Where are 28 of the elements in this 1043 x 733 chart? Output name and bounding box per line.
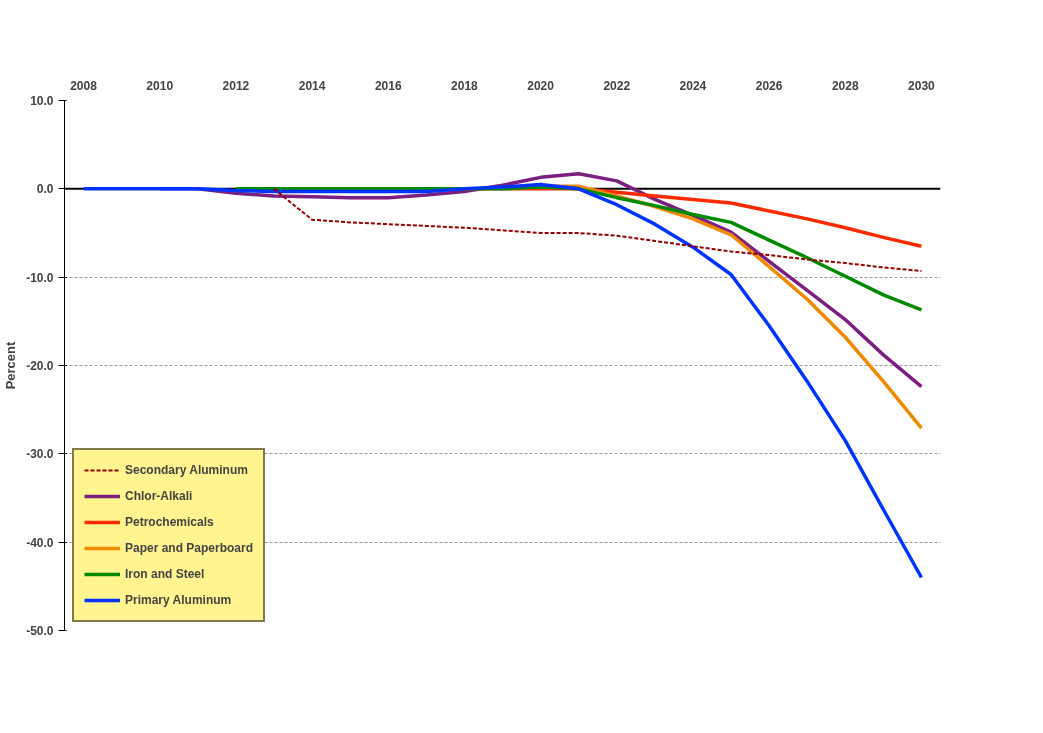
y-tick-label: -20.0 [26,359,54,373]
x-tick-label: 2014 [298,78,326,93]
legend-label: Primary Aluminum [125,593,232,607]
y-tick-label: -10.0 [26,270,54,285]
legend-label: Petrochemicals [125,515,214,529]
y-tick-label: 0.0 [36,182,54,197]
legend-label: Secondary Aluminum [125,463,248,477]
y-tick-label: -40.0 [26,535,54,550]
x-tick-label: 2028 [831,78,859,93]
x-tick-label: 2018 [451,78,479,93]
x-tick-label: 2020 [527,78,555,93]
x-tick-label: 2026 [755,78,783,93]
x-tick-label: 2024 [679,78,707,93]
line-series [81,182,924,580]
legend-label: Paper and Paperboard [125,541,254,555]
y-tick-label: -30.0 [26,447,54,462]
x-tick-label: 2030 [908,78,936,93]
x-tick-label: 2008 [70,78,98,93]
x-tick-label: 2012 [222,78,250,93]
legend-label: Chlor-Alkali [125,489,193,503]
legend-label: Iron and Steel [125,567,205,581]
x-tick-label: 2022 [603,78,631,93]
x-tick-label: 2010 [146,78,174,93]
x-tick-label: 2016 [374,78,402,93]
y-tick-label: -50.0 [26,624,54,638]
line-series [272,187,923,272]
y-tick-label: 10.0 [30,94,54,108]
y-axis-title: Percent [3,340,19,390]
